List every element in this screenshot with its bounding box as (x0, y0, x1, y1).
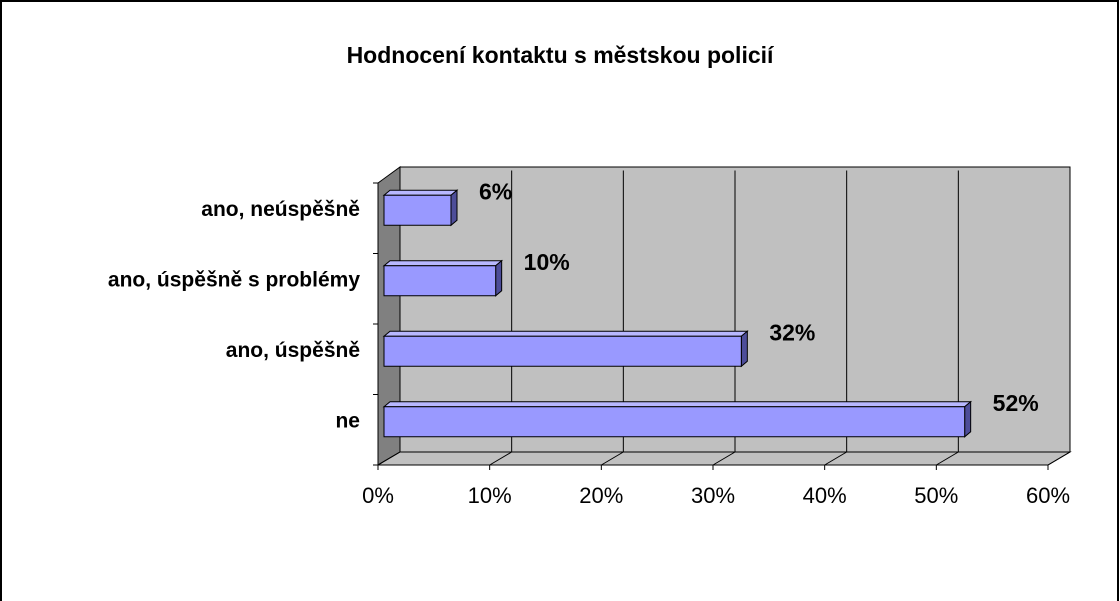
x-tick-label: 50% (914, 483, 958, 508)
value-label: 52% (993, 390, 1039, 416)
floor-grid-line (824, 451, 847, 466)
bar-side (450, 189, 458, 227)
bar-top (382, 401, 973, 408)
bar-side (740, 330, 748, 368)
x-tick-label: 10% (468, 483, 512, 508)
bar (383, 265, 497, 297)
bar (383, 335, 742, 367)
floor-grid-line (489, 451, 512, 466)
bar-top (382, 330, 749, 337)
y-tick-label: ano, úspěšně s problémy (108, 268, 360, 291)
y-tick-label: ano, neúspěšně (201, 198, 360, 221)
chart-title: Hodnocení kontaktu s městskou policií (347, 42, 775, 68)
bar-side (495, 259, 503, 297)
bar (383, 406, 966, 438)
floor-grid-line (1047, 451, 1071, 466)
y-tick-label: ano, úspěšně (226, 339, 360, 362)
floor-grid-line (601, 451, 624, 466)
floor-grid-line (936, 451, 959, 466)
bar-top (382, 189, 459, 196)
value-label: 32% (769, 319, 815, 345)
x-tick-label: 60% (1026, 483, 1070, 508)
value-label: 6% (479, 178, 512, 204)
value-label: 10% (524, 249, 570, 275)
x-tick-label: 0% (362, 483, 394, 508)
floor-grid-line (377, 451, 401, 466)
x-tick-label: 40% (803, 483, 847, 508)
y-tick-label: ne (335, 409, 360, 432)
floor-grid-line (712, 451, 736, 466)
bar (383, 194, 452, 226)
x-tick-label: 30% (691, 483, 735, 508)
bar-top (382, 260, 504, 267)
x-tick-label: 20% (579, 483, 623, 508)
bar-side (964, 400, 972, 438)
